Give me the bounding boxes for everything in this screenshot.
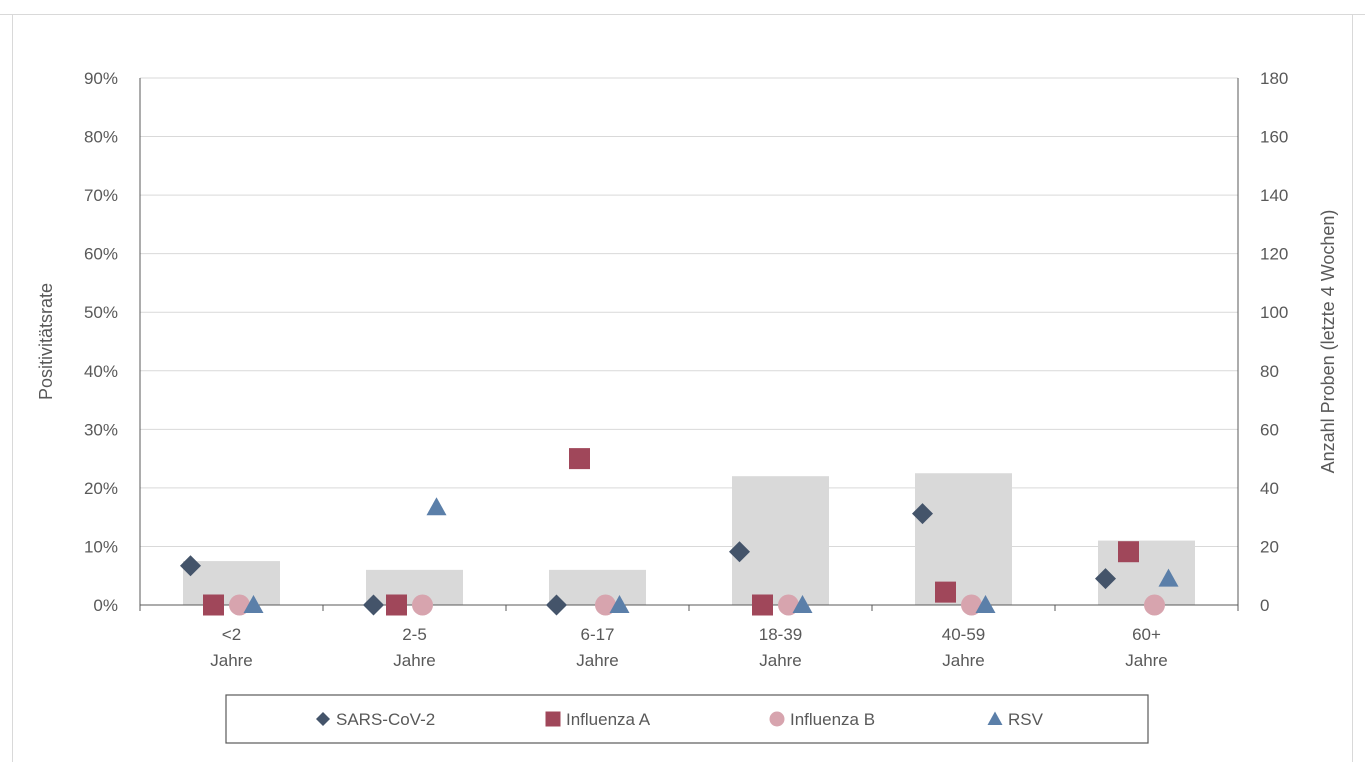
sample-count-bars — [183, 473, 1195, 605]
influenza-b-marker — [412, 594, 433, 616]
category-label: 40-59 Jahre — [942, 625, 985, 670]
left-tick-label: 50% — [84, 303, 118, 322]
legend-diamond-icon — [316, 712, 330, 726]
category-label: 18-39 Jahre — [759, 625, 802, 670]
influenza-b-marker — [961, 594, 982, 616]
right-tick-label: 40 — [1260, 479, 1279, 498]
right-tick-label: 120 — [1260, 245, 1288, 264]
influenza-b-marker — [1144, 594, 1165, 616]
rsv-marker — [1158, 568, 1179, 587]
rsv-marker — [792, 595, 813, 613]
right-tick-label: 0 — [1260, 596, 1269, 615]
gridlines — [140, 77, 1238, 547]
influenza-a-marker — [386, 594, 407, 616]
left-tick-label: 20% — [84, 479, 118, 498]
category-label: 6-17 Jahre — [576, 625, 619, 670]
legend-triangle-icon — [987, 711, 1003, 725]
axis-labels: 0% 10% 20% 30% 40% 50% 60% 70% 80% 90% 0 20 40 60 80 10… — [36, 69, 1338, 670]
rsv-marker — [609, 595, 630, 613]
legend-label: RSV — [1008, 710, 1044, 729]
influenza-a-marker — [935, 581, 956, 603]
influenza-a-marker — [1118, 541, 1139, 563]
rsv-marker — [975, 595, 996, 613]
axes — [139, 78, 1239, 611]
left-tick-label: 10% — [84, 537, 118, 556]
legend-label: SARS-CoV-2 — [336, 710, 435, 729]
left-axis-title: Positivitätsrate — [36, 283, 56, 400]
category-label: 2-5 Jahre — [393, 625, 436, 670]
frame-left-border — [12, 14, 13, 762]
legend-square-icon — [545, 711, 561, 727]
right-tick-label: 80 — [1260, 362, 1279, 381]
sars-cov-2-marker — [729, 541, 750, 563]
left-tick-label: 90% — [84, 69, 118, 88]
category-label: 60+ Jahre — [1125, 625, 1168, 670]
rsv-marker — [426, 497, 447, 516]
left-tick-label: 80% — [84, 128, 118, 147]
right-tick-label: 160 — [1260, 128, 1288, 147]
sample-count-bar — [915, 473, 1012, 605]
right-tick-label: 60 — [1260, 420, 1279, 439]
sars-cov-2-marker — [1095, 568, 1116, 590]
sars-cov-2-marker — [363, 594, 384, 616]
influenza-a-marker — [203, 594, 224, 616]
right-tick-label: 140 — [1260, 186, 1288, 205]
series-markers — [180, 448, 1179, 616]
influenza-b-marker — [229, 594, 250, 616]
rsv-marker — [243, 595, 264, 613]
legend-label: Influenza A — [566, 710, 651, 729]
left-tick-label: 70% — [84, 186, 118, 205]
frame-right-border — [1352, 14, 1353, 762]
sars-cov-2-marker — [912, 503, 933, 525]
category-label: <2 Jahre — [210, 625, 253, 670]
sample-count-bar — [1098, 540, 1195, 605]
left-tick-label: 30% — [84, 420, 118, 439]
influenza-a-marker — [752, 594, 773, 616]
frame-top-border — [0, 14, 1365, 15]
sample-count-bar — [732, 476, 829, 605]
left-tick-label: 0% — [93, 596, 118, 615]
right-tick-label: 180 — [1260, 69, 1288, 88]
influenza-b-marker — [595, 594, 616, 616]
left-tick-label: 40% — [84, 362, 118, 381]
sample-count-bar — [183, 561, 280, 605]
right-tick-label: 100 — [1260, 303, 1288, 322]
legend: SARS-CoV-2 Influenza A Influenza B RSV — [225, 694, 1149, 744]
left-tick-label: 60% — [84, 245, 118, 264]
right-tick-label: 20 — [1260, 537, 1279, 556]
legend-circle-icon — [769, 711, 785, 727]
influenza-a-marker — [569, 448, 590, 470]
influenza-b-marker — [778, 594, 799, 616]
right-axis-title: Anzahl Proben (letzte 4 Wochen) — [1318, 210, 1338, 474]
sars-cov-2-marker — [180, 555, 201, 577]
legend-label: Influenza B — [790, 710, 875, 729]
sars-cov-2-marker — [546, 594, 567, 616]
